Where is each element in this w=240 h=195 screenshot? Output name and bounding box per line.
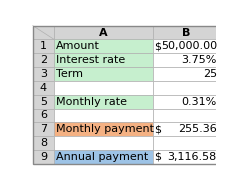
Text: 6: 6 — [40, 110, 47, 121]
Bar — [54, 53, 153, 67]
Text: $: $ — [155, 124, 162, 134]
Bar — [153, 67, 219, 81]
Bar — [54, 81, 153, 95]
Bar — [54, 39, 153, 53]
Text: Interest rate: Interest rate — [56, 55, 125, 65]
Text: 25: 25 — [203, 69, 217, 79]
Text: 3,116.58: 3,116.58 — [168, 152, 217, 162]
Bar — [54, 122, 153, 136]
Text: Monthly rate: Monthly rate — [56, 97, 127, 107]
Bar — [153, 39, 219, 53]
Text: 7: 7 — [40, 124, 47, 134]
Bar — [54, 95, 153, 109]
Bar — [54, 109, 153, 122]
Bar — [33, 53, 54, 67]
Text: Monthly payment: Monthly payment — [56, 124, 154, 134]
Text: 9: 9 — [40, 152, 47, 162]
Text: 8: 8 — [40, 138, 47, 148]
Text: $: $ — [155, 152, 162, 162]
Bar — [153, 26, 219, 39]
Bar — [54, 136, 153, 150]
Bar — [33, 95, 54, 109]
Text: 4: 4 — [40, 83, 47, 93]
Bar — [153, 53, 219, 67]
Text: Annual payment: Annual payment — [56, 152, 148, 162]
Bar — [54, 150, 153, 164]
Bar — [54, 26, 153, 39]
Bar — [33, 150, 54, 164]
Bar — [153, 136, 219, 150]
Bar — [153, 122, 219, 136]
Text: 5: 5 — [40, 97, 47, 107]
Text: 3.75%: 3.75% — [181, 55, 217, 65]
Bar — [33, 122, 54, 136]
Bar — [153, 81, 219, 95]
Text: Amount: Amount — [56, 41, 100, 51]
Text: 255.36: 255.36 — [178, 124, 217, 134]
Bar — [33, 109, 54, 122]
Text: A: A — [99, 27, 108, 38]
Bar — [54, 67, 153, 81]
Bar — [33, 136, 54, 150]
Bar — [33, 26, 54, 39]
Text: B: B — [182, 27, 190, 38]
Bar — [153, 109, 219, 122]
Text: $: $ — [155, 41, 162, 51]
Text: 2: 2 — [40, 55, 47, 65]
Bar — [153, 95, 219, 109]
Text: 50,000.00: 50,000.00 — [161, 41, 217, 51]
Bar — [33, 81, 54, 95]
Bar — [153, 150, 219, 164]
Text: 0.31%: 0.31% — [182, 97, 217, 107]
Text: Term: Term — [56, 69, 83, 79]
Bar — [33, 39, 54, 53]
Text: 1: 1 — [40, 41, 47, 51]
Bar — [33, 67, 54, 81]
Text: 3: 3 — [40, 69, 47, 79]
